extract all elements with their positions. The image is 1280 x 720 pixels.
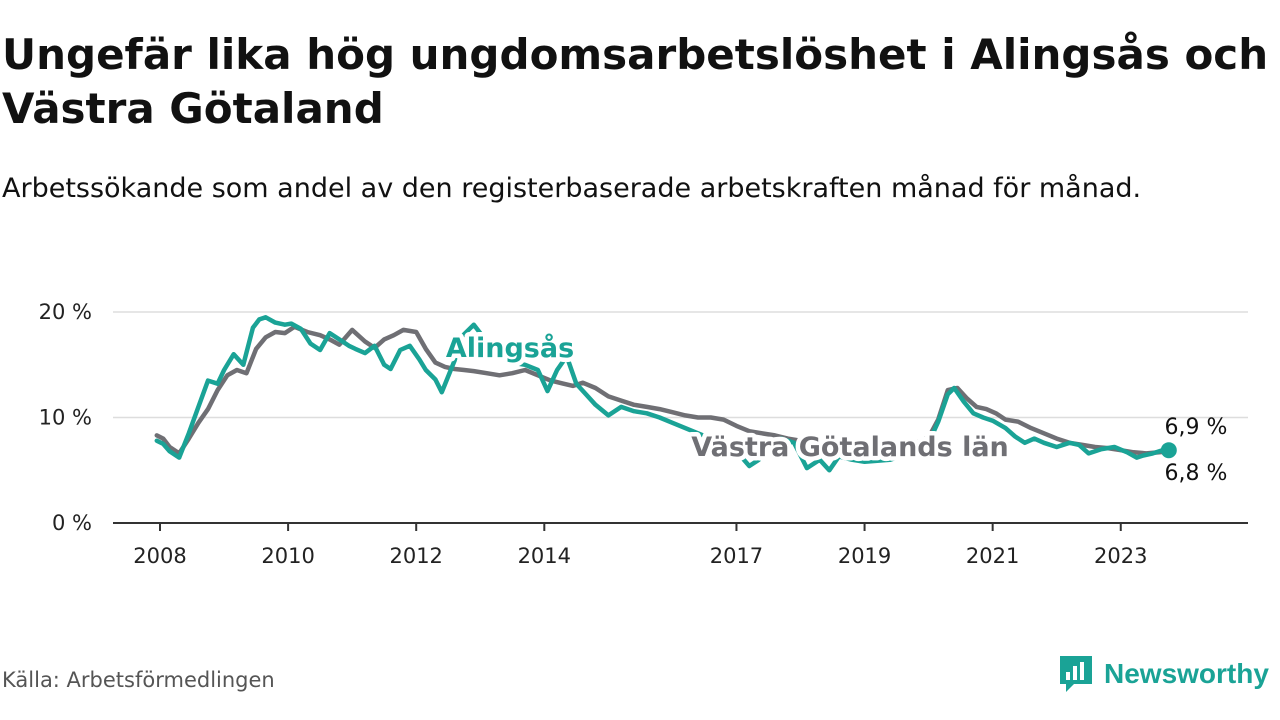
x-tick-label: 2014 xyxy=(518,544,571,568)
series-labels: Alingsås Västra Götalands län 6,9 % 6,8 % xyxy=(441,328,1228,487)
chart-subtitle: Arbetssökande som andel av den registerb… xyxy=(2,173,1142,204)
chart-title: Ungefär lika hög ungdomsarbetslöshet i A… xyxy=(2,30,1269,133)
brand-name: Newsworthy xyxy=(1104,658,1269,689)
y-tick-label: 20 % xyxy=(39,300,92,324)
x-tick-label: 2010 xyxy=(261,544,314,568)
x-tick-label: 2021 xyxy=(966,544,1019,568)
series-label-vastra-gotaland: Västra Götalands län xyxy=(691,432,1009,463)
axis-layer: 0 % 10 % 20 % 2008 2010 2012 2014 2017 2019 2021 2… xyxy=(39,300,1248,568)
x-tick-label: 2023 xyxy=(1094,544,1147,568)
series-lines xyxy=(154,315,1172,473)
series-label-alingsas: Alingsås xyxy=(446,332,574,364)
brand-logo[interactable]: Newsworthy xyxy=(1058,654,1269,694)
y-tick-label: 10 % xyxy=(39,406,92,430)
newsworthy-logo-icon xyxy=(1060,656,1092,692)
x-tick-label: 2008 xyxy=(133,544,186,568)
source-note: Källa: Arbetsförmedlingen xyxy=(2,668,275,692)
end-point-marker xyxy=(1160,442,1177,459)
grid-layer xyxy=(113,311,1248,419)
series-line-vastra-gotaland xyxy=(154,324,1172,456)
x-tick-label: 2012 xyxy=(389,544,442,568)
y-tick-label: 0 % xyxy=(52,511,92,535)
end-value-alingsas: 6,9 % xyxy=(1165,415,1228,440)
series-line-alingsas xyxy=(154,315,1172,473)
end-value-vastra-gotaland: 6,8 % xyxy=(1165,461,1228,486)
x-tick-label: 2017 xyxy=(710,544,763,568)
x-tick-label: 2019 xyxy=(838,544,891,568)
